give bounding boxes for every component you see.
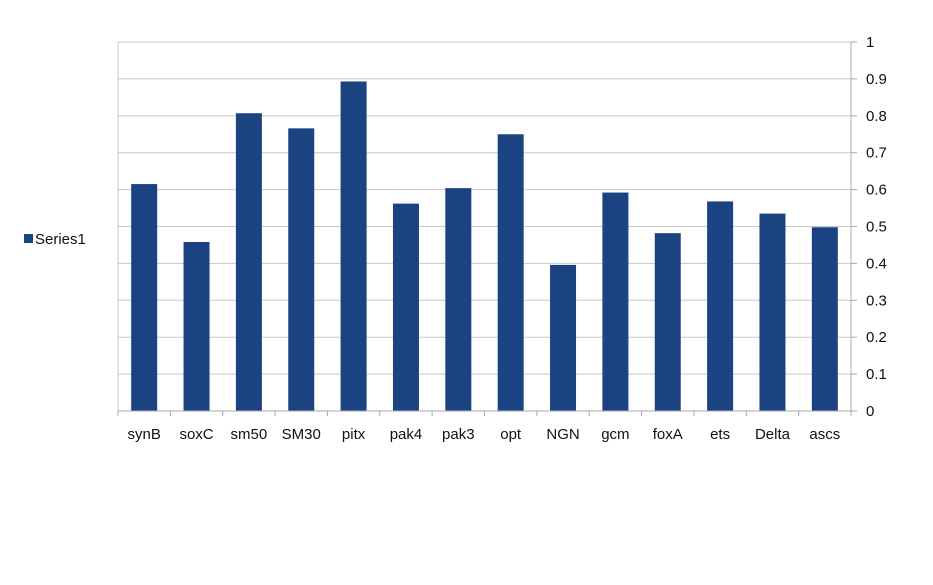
grid-lines [118, 41, 851, 375]
y-tick-label: 1 [866, 34, 874, 51]
x-tick-label: synB [127, 426, 160, 443]
x-tick-label: Delta [755, 426, 791, 443]
bar-foxa [654, 233, 681, 411]
x-tick-labels: synB soxC sm50 SM30 pitx pak4 pak3 opt NGN gcm fox… [127, 426, 840, 443]
y-tick-label: 0.1 [866, 366, 887, 383]
bar-sm50 [235, 113, 262, 411]
bar-gcm [602, 192, 629, 411]
bar-ngn [550, 264, 577, 411]
y-tick-label: 0.2 [866, 329, 887, 346]
axes [117, 41, 857, 416]
y-tick-label: 0 [866, 403, 874, 420]
y-tick-label: 0.4 [866, 255, 887, 272]
legend-label: Series1 [35, 231, 86, 248]
x-tick-label: pak3 [442, 426, 475, 443]
bar-delta [759, 213, 786, 411]
y-tick-label: 0.6 [866, 182, 887, 199]
x-tick-label: soxC [179, 426, 213, 443]
y-tick-label: 0.9 [866, 71, 887, 88]
x-tick-label: opt [500, 426, 522, 443]
bars [131, 81, 838, 411]
y-tick-label: 0.7 [866, 145, 887, 162]
x-tick-label: gcm [601, 426, 629, 443]
bar-ascs [811, 227, 838, 411]
legend-swatch [24, 234, 33, 243]
x-tick-label: pak4 [390, 426, 423, 443]
x-tick-label: sm50 [231, 426, 268, 443]
x-tick-label: ets [710, 426, 730, 443]
y-tick-label: 0.8 [866, 108, 887, 125]
x-tick-label: pitx [342, 426, 366, 443]
bar-sm30 [288, 128, 315, 411]
bar-soxc [183, 241, 210, 411]
x-tick-label: SM30 [282, 426, 321, 443]
bar-synb [131, 184, 158, 411]
bar-ets [707, 201, 734, 411]
bar-pak4 [392, 203, 419, 411]
bar-opt [497, 134, 524, 411]
y-tick-labels: 0 0.1 0.2 0.3 0.4 0.5 0.6 0.7 0.8 0.9 1 [866, 34, 887, 420]
legend: Series1 [24, 231, 86, 248]
x-tick-label: ascs [809, 426, 840, 443]
y-tick-label: 0.5 [866, 219, 887, 236]
x-tick-label: foxA [653, 426, 683, 443]
y-tick-label: 0.3 [866, 292, 887, 309]
bar-pitx [340, 81, 367, 411]
x-tick-label: NGN [546, 426, 579, 443]
bar-pak3 [445, 188, 472, 411]
